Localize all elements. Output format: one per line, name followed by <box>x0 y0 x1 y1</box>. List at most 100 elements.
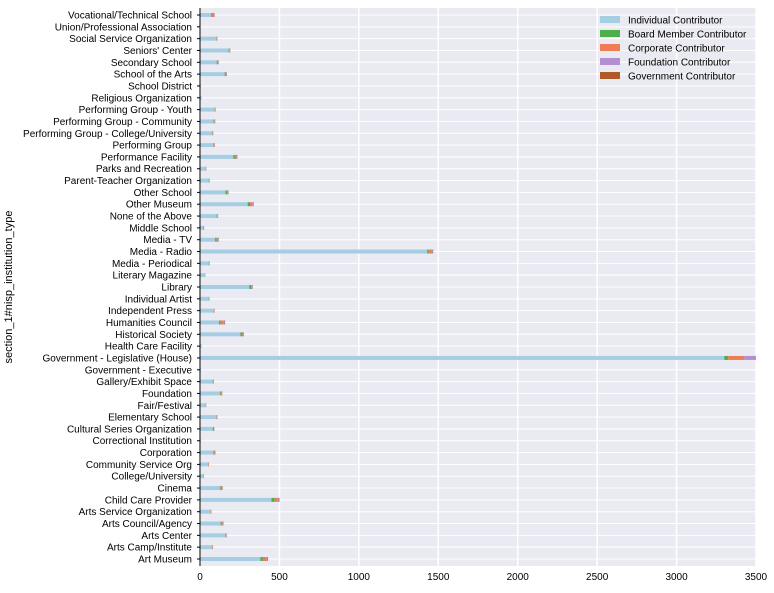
bar-segment <box>200 261 209 265</box>
y-tick-label: Government - Legislative (House) <box>42 353 192 364</box>
bar-group <box>200 202 254 206</box>
bar-segment <box>200 167 206 171</box>
bar-group <box>200 403 206 407</box>
bar-segment <box>200 486 220 490</box>
y-tick-label: Performing Group - Youth <box>79 105 192 116</box>
bar-segment <box>224 320 225 324</box>
bar-segment <box>200 273 205 277</box>
bar-group <box>200 226 204 230</box>
bar-group <box>200 380 214 384</box>
y-tick-label: Cinema <box>158 484 193 495</box>
bar-segment <box>200 309 214 313</box>
legend-label: Corporate Contributor <box>628 44 725 55</box>
bar-segment <box>225 190 227 194</box>
bar-segment <box>233 155 235 159</box>
bar-group <box>200 48 230 52</box>
bar-segment <box>200 297 209 301</box>
x-tick-label: 1000 <box>348 572 371 583</box>
y-tick-label: Library <box>161 283 192 294</box>
bar-segment <box>200 510 210 514</box>
bar-segment <box>200 37 216 41</box>
bar-segment <box>217 238 218 242</box>
bar-group <box>200 60 219 64</box>
x-tick-label: 3000 <box>665 572 688 583</box>
y-tick-label: Seniors' Center <box>123 46 192 57</box>
bar-segment <box>200 332 241 336</box>
x-tick-label: 0 <box>197 572 203 583</box>
y-tick-label: Fair/Festival <box>138 401 192 412</box>
bar-segment <box>200 403 206 407</box>
bar-group <box>200 273 205 277</box>
bar-segment <box>200 522 221 526</box>
y-tick-label: Social Service Organization <box>69 34 192 45</box>
y-tick-label: Art Museum <box>138 555 192 566</box>
bar-segment <box>200 214 217 218</box>
bar-segment <box>225 72 226 76</box>
bar-segment <box>250 202 252 206</box>
bar-segment <box>211 13 212 17</box>
bar-group <box>200 415 217 419</box>
y-tick-label: Secondary School <box>111 58 192 69</box>
bar-group <box>200 427 214 431</box>
y-tick-label: Correctional Institution <box>93 436 193 447</box>
legend-swatch <box>600 16 620 23</box>
bar-segment <box>221 522 222 526</box>
y-tick-label: Cultural Series Organization <box>67 424 192 435</box>
bar-segment <box>200 250 427 254</box>
bar-group <box>200 72 227 76</box>
bar-segment <box>200 179 209 183</box>
bar-segment <box>279 498 280 502</box>
x-tick-label: 2500 <box>586 572 609 583</box>
bar-group <box>200 238 219 242</box>
bar-group <box>200 131 213 135</box>
bar-segment <box>221 391 222 395</box>
y-tick-label: Performing Group - College/University <box>23 129 192 140</box>
legend-label: Individual Contributor <box>628 16 723 27</box>
bar-segment <box>728 356 744 360</box>
bar-segment <box>200 48 229 52</box>
y-tick-label: Vocational/Technical School <box>68 11 192 22</box>
bar-segment <box>277 498 279 502</box>
y-tick-label: Corporation <box>140 448 192 459</box>
bar-group <box>200 108 216 112</box>
y-tick-label: Independent Press <box>108 306 192 317</box>
bar-group <box>200 37 217 41</box>
bar-segment <box>227 190 228 194</box>
x-tick-label: 500 <box>271 572 288 583</box>
bar-group <box>200 486 223 490</box>
y-tick-label: Parks and Recreation <box>96 164 192 175</box>
y-tick-label: Union/Professional Association <box>55 22 192 33</box>
bar-segment <box>221 486 222 490</box>
y-tick-label: Government - Executive <box>85 365 193 376</box>
y-tick-label: Performing Group <box>113 141 193 152</box>
bar-segment <box>260 557 262 561</box>
bar-segment <box>217 60 218 64</box>
bar-segment <box>200 60 217 64</box>
y-tick-label: Health Care Facility <box>105 342 192 353</box>
y-tick-label: Arts Council/Agency <box>102 519 192 530</box>
y-tick-label: Arts Center <box>141 531 192 542</box>
bar-segment <box>200 391 220 395</box>
bar-group <box>200 332 244 336</box>
bar-group <box>200 167 206 171</box>
bar-segment <box>220 391 221 395</box>
y-tick-label: Humanities Council <box>106 318 192 329</box>
y-tick-label: Child Care Provider <box>105 495 193 506</box>
bar-group <box>200 250 433 254</box>
y-tick-label: Individual Artist <box>125 294 192 305</box>
bar-group <box>200 214 218 218</box>
bar-group <box>200 155 237 159</box>
bar-segment <box>200 13 211 17</box>
bar-segment <box>200 108 214 112</box>
y-axis-label: section_1#nisp_institution_type <box>3 211 15 364</box>
y-tick-label: Arts Camp/Institute <box>107 543 192 554</box>
bar-segment <box>212 13 214 17</box>
y-tick-label: Literary Magazine <box>113 271 193 282</box>
bar-segment <box>200 119 214 123</box>
bar-segment <box>221 522 222 526</box>
bar-group <box>200 356 756 360</box>
y-tick-label: School District <box>128 81 192 92</box>
bar-segment <box>252 202 253 206</box>
